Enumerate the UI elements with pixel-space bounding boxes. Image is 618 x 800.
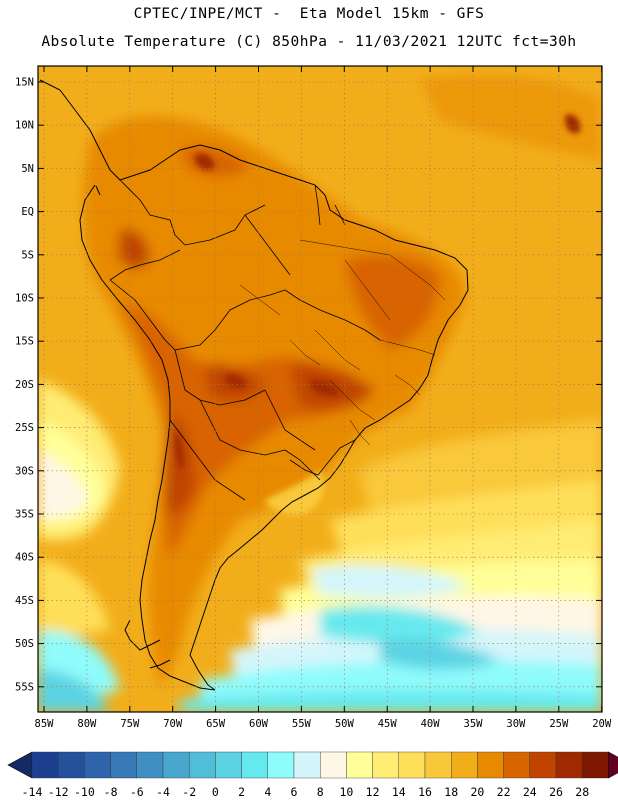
lat-label: 50S [15,638,34,650]
legend-swatch [241,751,269,779]
legend-label: -14 [22,785,43,799]
legend-swatch [162,751,190,779]
lon-label: 70W [163,718,183,730]
coastline [39,79,469,691]
lat-label: 35S [15,509,34,521]
legend-swatch [424,751,452,779]
legend-swatch [110,751,137,779]
lat-label: 10N [15,120,34,132]
legend-swatch [582,751,609,779]
latitude-axis: 15N 10N 5N EQ 5S 10S 15S 20S 25S 30S 35S 40S 45S 50S 5… [15,77,602,693]
lon-label: 80W [77,718,97,730]
lat-label: 20S [15,379,34,391]
legend-label: -10 [74,785,95,799]
temperature-field [38,66,602,712]
legend-label: -6 [130,785,144,799]
legend-label: -4 [156,785,170,799]
legend-swatch [215,751,242,779]
legend-label: 16 [418,785,432,799]
legend-label: 26 [549,785,563,799]
lon-label: 85W [35,718,55,730]
lat-label: 10S [15,293,34,305]
lon-label: 45W [378,718,398,730]
legend-swatch [529,751,557,779]
lon-label: 20W [592,718,612,730]
legend-label: -12 [48,785,69,799]
legend-label: 18 [444,785,458,799]
legend-label: 24 [523,785,537,799]
legend-label: -2 [182,785,196,799]
legend-swatch [84,751,111,779]
lon-label: 35W [464,718,484,730]
lon-label: 60W [249,718,269,730]
legend-swatch [398,751,426,779]
legend-swatch [477,751,504,779]
legend-label: 28 [575,785,589,799]
legend-swatch [372,751,400,779]
legend-swatch [555,751,583,779]
lon-label: 40W [421,718,441,730]
legend-label: 22 [497,785,511,799]
lat-label: 25S [15,422,34,434]
map-subtitle: Absolute Temperature (C) 850hPa - 11/03/… [41,34,577,50]
lon-label: 50W [335,718,355,730]
lat-label: 55S [15,681,34,693]
legend-label: 14 [392,785,406,799]
legend-swatch [58,751,85,779]
legend-label: 20 [470,785,484,799]
legend-label: 10 [339,785,353,799]
lon-label: 30W [506,718,526,730]
legend-swatch [503,751,531,779]
lat-label: 5S [21,249,34,261]
map-frame [37,65,603,713]
longitude-axis: 85W 80W 75W 70W 65W 60W 55W 50W 45W 40W 35W 30W 25W 2… [35,66,612,730]
legend-label: 6 [291,785,298,799]
lat-label: EQ [21,206,34,218]
lat-label: 30S [15,465,34,477]
legend-arrow-high [608,751,618,779]
legend-swatch [267,751,295,779]
legend-label: 0 [212,785,219,799]
legend-swatch [346,751,373,779]
lon-label: 75W [120,718,140,730]
legend-swatch [188,751,216,779]
state-borders [239,239,446,446]
lon-label: 55W [292,718,312,730]
legend-swatch [451,751,478,779]
country-borders [109,179,381,501]
legend-label: -8 [104,785,118,799]
legend-label: 4 [264,785,271,799]
legend-label: 8 [317,785,324,799]
legend-swatch [136,751,164,779]
legend-arrow-low [7,751,33,779]
map-title: CPTEC/INPE/MCT - Eta Model 15km - GFS [133,6,485,22]
legend-label: 2 [238,785,245,799]
lat-label: 45S [15,595,34,607]
legend-swatch [31,751,59,779]
lon-label: 25W [549,718,569,730]
lat-label: 15N [15,77,34,89]
legend-swatch [293,751,321,779]
legend-label: 12 [366,785,380,799]
lat-label: 15S [15,336,34,348]
lon-label: 65W [206,718,226,730]
lat-label: 5N [21,163,34,175]
lat-label: 40S [15,552,34,564]
legend-swatch [320,751,347,779]
